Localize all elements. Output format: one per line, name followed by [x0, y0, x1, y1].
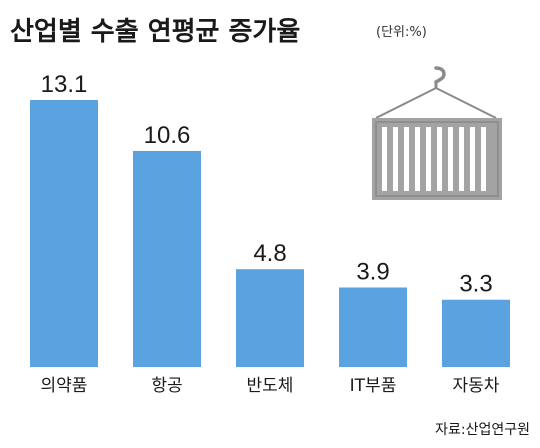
bar-자동차 — [442, 299, 510, 367]
bar-항공 — [133, 150, 201, 367]
category-label: 반도체 — [247, 376, 294, 396]
value-label: 10.6 — [144, 122, 191, 149]
bars-layer: 13.1 의약품 10.6 항공 4.8 반도체 3.9 IT부품 3.3 자동차 — [30, 71, 510, 396]
category-label: 자동차 — [453, 376, 500, 396]
value-label: 13.1 — [41, 71, 88, 98]
value-label: 3.9 — [356, 259, 389, 286]
unit-label: (단위:%) — [376, 25, 427, 40]
source-label: 자료:산업연구원 — [435, 422, 530, 438]
category-label: IT부품 — [350, 376, 397, 396]
bar-IT부품 — [339, 287, 407, 367]
shipping-container-icon — [372, 66, 502, 200]
chart-title: 산업별 수출 연평균 증가율 — [10, 17, 300, 47]
category-label: 항공 — [151, 376, 182, 396]
bar-반도체 — [236, 269, 304, 367]
category-label: 의약품 — [41, 376, 88, 396]
value-label: 3.3 — [459, 271, 492, 298]
bar-의약품 — [30, 100, 98, 367]
value-label: 4.8 — [253, 240, 286, 267]
